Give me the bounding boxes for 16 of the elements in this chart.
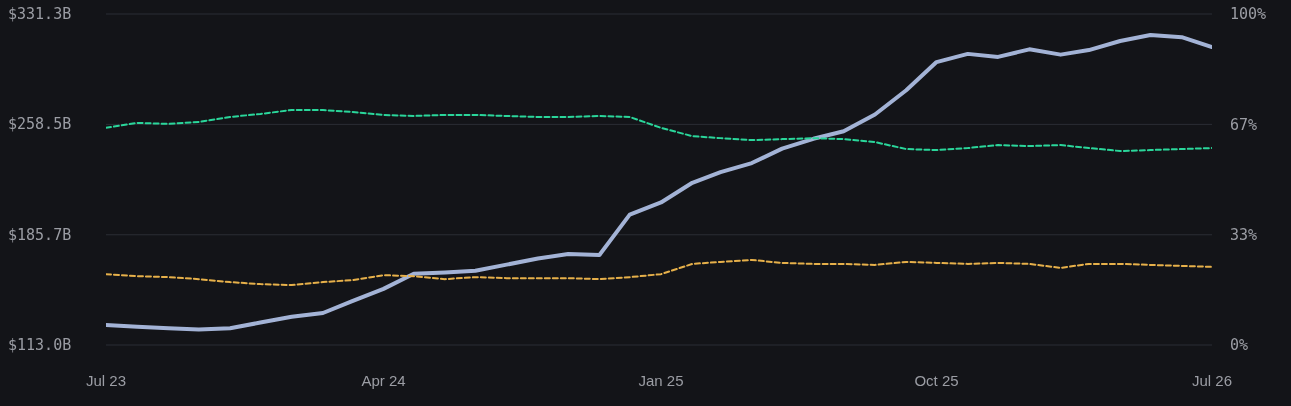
line-series (106, 32, 1212, 332)
y2-tick-label: 0% (1230, 336, 1249, 355)
line-series (106, 258, 1212, 287)
x-tick-label: Apr 24 (361, 371, 406, 389)
y2-tick-label: 33% (1230, 226, 1258, 244)
x-tick-label: Jul 26 (1191, 371, 1233, 389)
y-tick-label: $331.3B (8, 5, 72, 23)
line-series (106, 108, 1212, 153)
x-tick-label: Jul 23 (85, 371, 127, 389)
y2-tick-label: 67% (1230, 115, 1258, 134)
y-tick-label: $258.5B (8, 115, 72, 134)
x-tick-label: Oct 25 (914, 371, 959, 389)
y-tick-label: $185.7B (8, 225, 72, 244)
y-tick-label: $113.0B (8, 336, 72, 354)
x-tick-label: Jan 25 (638, 371, 684, 389)
y2-tick-label: 100% (1230, 5, 1267, 24)
